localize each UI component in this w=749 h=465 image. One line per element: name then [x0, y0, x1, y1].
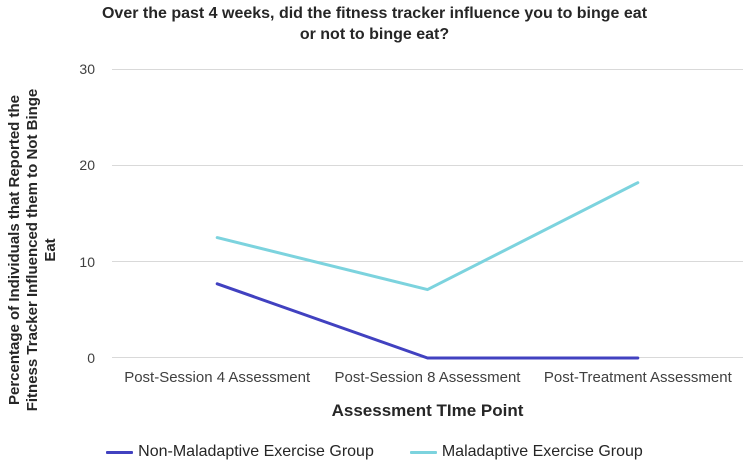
x-axis-title: Assessment TIme Point: [331, 401, 524, 420]
chart-title: Over the past 4 weeks, did the fitness t…: [0, 3, 749, 45]
chart-title-line-1: Over the past 4 weeks, did the fitness t…: [101, 5, 648, 22]
y-tick-label: 30: [79, 61, 95, 77]
x-tick-label: Post-Treatment Assessment: [543, 369, 732, 386]
y-axis-title-line-3: Eat: [42, 238, 59, 262]
legend-line-swatch: [106, 450, 134, 454]
legend-item: Non-Maladaptive Exercise Group: [106, 443, 374, 461]
y-axis-title: Percentage of Individuals that Reported …: [6, 75, 62, 425]
x-tick-label: Post-Session 8 Assessment: [334, 369, 521, 386]
series-line: [215, 282, 640, 360]
chart-title-line-2: or not to binge eat?: [299, 26, 450, 43]
y-tick-label: 10: [79, 254, 95, 270]
legend: Non-Maladaptive Exercise Group Maladapti…: [0, 443, 749, 461]
legend-line-swatch: [409, 450, 437, 454]
y-axis-title-line-1: Percentage of Individuals that Reported …: [6, 94, 23, 406]
plot-area: [112, 69, 743, 360]
y-axis-title-line-2: Fitness Tracker Influenced them to Not B…: [24, 88, 41, 412]
legend-item: Maladaptive Exercise Group: [409, 443, 643, 461]
series-line: [215, 181, 640, 292]
y-tick-label: 0: [87, 350, 95, 366]
legend-label: Maladaptive Exercise Group: [441, 443, 643, 460]
x-tick-row: Post-Session 4 Assessment Post-Session 8…: [112, 369, 743, 386]
y-tick-label: 20: [79, 157, 95, 173]
legend-label: Non-Maladaptive Exercise Group: [138, 443, 374, 460]
x-tick-label: Post-Session 4 Assessment: [124, 369, 311, 386]
